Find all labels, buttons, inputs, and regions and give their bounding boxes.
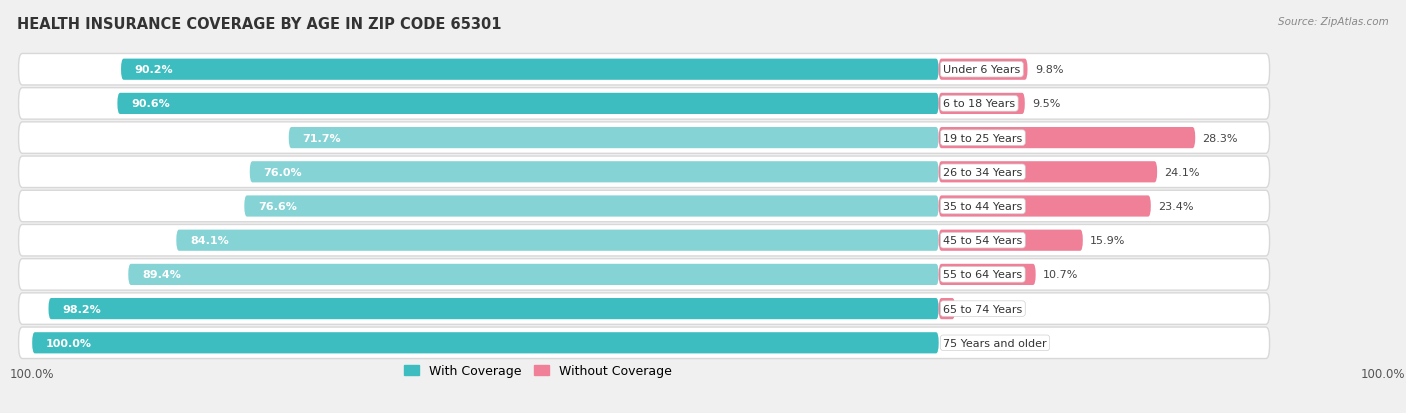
Text: 84.1%: 84.1% bbox=[190, 236, 229, 246]
Text: 35 to 44 Years: 35 to 44 Years bbox=[943, 202, 1022, 211]
Text: 98.2%: 98.2% bbox=[62, 304, 101, 314]
FancyBboxPatch shape bbox=[288, 128, 939, 149]
Text: 71.7%: 71.7% bbox=[302, 133, 340, 143]
Text: 65 to 74 Years: 65 to 74 Years bbox=[943, 304, 1022, 314]
Text: 45 to 54 Years: 45 to 54 Years bbox=[943, 236, 1022, 246]
FancyBboxPatch shape bbox=[939, 128, 1195, 149]
FancyBboxPatch shape bbox=[18, 225, 1270, 256]
FancyBboxPatch shape bbox=[245, 196, 939, 217]
FancyBboxPatch shape bbox=[176, 230, 939, 251]
Text: 55 to 64 Years: 55 to 64 Years bbox=[943, 270, 1022, 280]
Text: 9.5%: 9.5% bbox=[1032, 99, 1060, 109]
FancyBboxPatch shape bbox=[939, 162, 1157, 183]
FancyBboxPatch shape bbox=[18, 55, 1270, 86]
Text: Under 6 Years: Under 6 Years bbox=[943, 65, 1021, 75]
Text: 9.8%: 9.8% bbox=[1035, 65, 1063, 75]
Text: 76.6%: 76.6% bbox=[257, 202, 297, 211]
FancyBboxPatch shape bbox=[128, 264, 939, 285]
Text: 24.1%: 24.1% bbox=[1164, 167, 1199, 177]
FancyBboxPatch shape bbox=[939, 94, 1025, 115]
FancyBboxPatch shape bbox=[32, 332, 939, 354]
Legend: With Coverage, Without Coverage: With Coverage, Without Coverage bbox=[399, 359, 676, 382]
FancyBboxPatch shape bbox=[939, 230, 1083, 251]
FancyBboxPatch shape bbox=[18, 327, 1270, 358]
Text: 23.4%: 23.4% bbox=[1159, 202, 1194, 211]
Text: 89.4%: 89.4% bbox=[142, 270, 181, 280]
Text: 75 Years and older: 75 Years and older bbox=[943, 338, 1047, 348]
Text: HEALTH INSURANCE COVERAGE BY AGE IN ZIP CODE 65301: HEALTH INSURANCE COVERAGE BY AGE IN ZIP … bbox=[17, 17, 502, 31]
FancyBboxPatch shape bbox=[18, 123, 1270, 154]
FancyBboxPatch shape bbox=[121, 59, 939, 81]
FancyBboxPatch shape bbox=[939, 264, 1036, 285]
FancyBboxPatch shape bbox=[18, 293, 1270, 325]
Text: 19 to 25 Years: 19 to 25 Years bbox=[943, 133, 1022, 143]
FancyBboxPatch shape bbox=[939, 196, 1150, 217]
FancyBboxPatch shape bbox=[18, 157, 1270, 188]
Text: 90.6%: 90.6% bbox=[131, 99, 170, 109]
Text: 1.8%: 1.8% bbox=[962, 304, 991, 314]
FancyBboxPatch shape bbox=[18, 259, 1270, 290]
FancyBboxPatch shape bbox=[18, 88, 1270, 120]
FancyBboxPatch shape bbox=[250, 162, 939, 183]
FancyBboxPatch shape bbox=[939, 59, 1028, 81]
FancyBboxPatch shape bbox=[18, 191, 1270, 222]
Text: 15.9%: 15.9% bbox=[1090, 236, 1125, 246]
FancyBboxPatch shape bbox=[118, 94, 939, 115]
Text: 26 to 34 Years: 26 to 34 Years bbox=[943, 167, 1022, 177]
Text: 76.0%: 76.0% bbox=[263, 167, 302, 177]
FancyBboxPatch shape bbox=[939, 298, 955, 319]
Text: 6 to 18 Years: 6 to 18 Years bbox=[943, 99, 1015, 109]
Text: Source: ZipAtlas.com: Source: ZipAtlas.com bbox=[1278, 17, 1389, 26]
Text: 100.0%: 100.0% bbox=[46, 338, 91, 348]
Text: 28.3%: 28.3% bbox=[1202, 133, 1237, 143]
Text: 90.2%: 90.2% bbox=[135, 65, 173, 75]
Text: 10.7%: 10.7% bbox=[1043, 270, 1078, 280]
FancyBboxPatch shape bbox=[48, 298, 939, 319]
